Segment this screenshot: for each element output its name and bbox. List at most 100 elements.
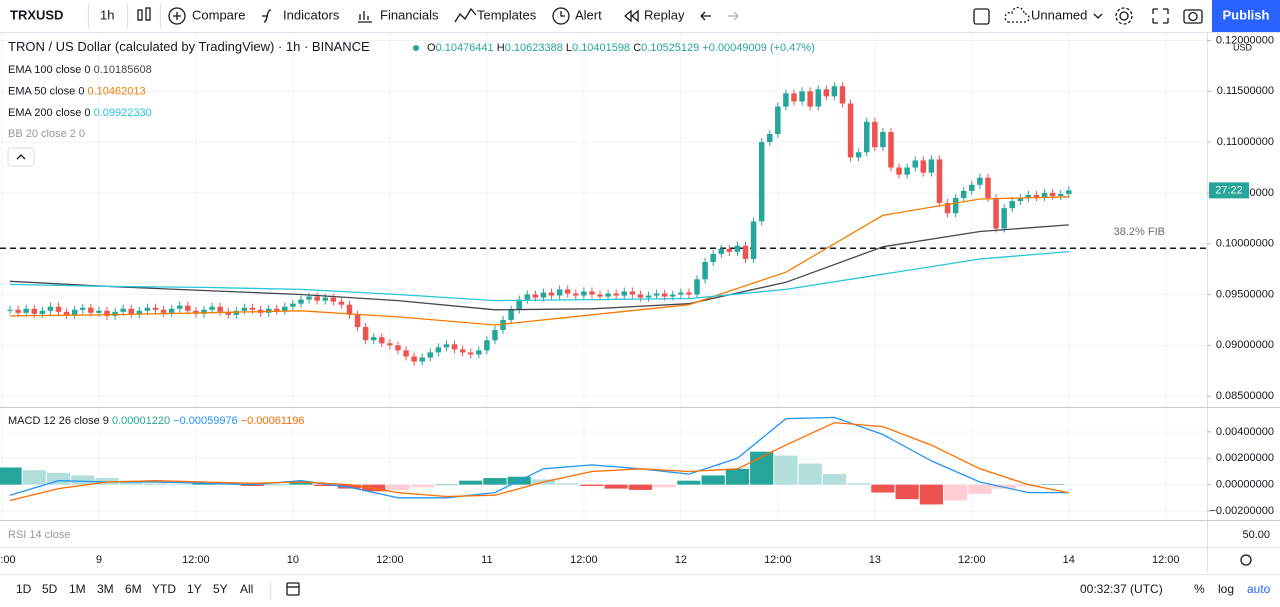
histogram-bar — [143, 483, 168, 485]
rsi-legend: RSI 14 close — [8, 529, 70, 541]
candle — [678, 292, 684, 295]
toolbar-button[interactable]: Replay — [644, 7, 685, 22]
toolbar-button[interactable]: Alert — [575, 7, 602, 22]
candle — [548, 292, 555, 296]
candle — [847, 103, 854, 158]
series-title: TRON / US Dollar (calculated by TradingV… — [8, 39, 370, 54]
candle — [500, 319, 506, 331]
indicator-line — [9, 250, 1069, 302]
candle — [1025, 194, 1032, 199]
candle — [379, 337, 385, 344]
clock: 00:32:37 (UTC) — [1080, 582, 1163, 596]
candle — [338, 301, 345, 305]
candle — [47, 306, 54, 311]
range-button[interactable]: 6M — [125, 582, 142, 596]
candle — [912, 160, 918, 168]
histogram-bar — [240, 484, 265, 486]
candle — [1057, 193, 1064, 196]
candle — [1001, 208, 1007, 229]
candle — [273, 308, 280, 311]
histogram-bar — [216, 484, 240, 486]
macd-value: −0.00061196 — [241, 415, 305, 427]
histogram-bar — [265, 484, 289, 486]
candle — [403, 350, 409, 357]
interval[interactable]: 1h — [100, 7, 114, 22]
scale-option[interactable]: % — [1194, 582, 1205, 596]
y-tick-label: 0.10000000 — [1216, 238, 1274, 250]
candle — [767, 133, 773, 143]
candle — [799, 91, 805, 102]
range-button[interactable]: YTD — [152, 582, 176, 596]
candle — [160, 309, 167, 313]
candle — [726, 248, 733, 252]
toolbar-button[interactable]: Compare — [192, 7, 245, 22]
y-tick-label: 0.08500000 — [1216, 390, 1274, 402]
candle — [710, 253, 716, 263]
candle — [144, 307, 151, 311]
candle — [686, 292, 692, 295]
x-tick-label: 9 — [96, 554, 102, 566]
histogram-bar — [628, 484, 653, 490]
toolbar-button[interactable]: Indicators — [283, 7, 340, 22]
fib-label: 38.2% FIB — [1114, 226, 1165, 238]
range-button[interactable]: 1D — [16, 582, 32, 596]
toolbar-button[interactable]: Templates — [477, 7, 537, 22]
candle — [152, 307, 159, 310]
range-button[interactable]: 5Y — [213, 582, 228, 596]
candle — [7, 309, 13, 311]
candle — [872, 121, 878, 148]
candle — [322, 297, 328, 301]
candle — [1033, 194, 1040, 197]
candle — [362, 327, 369, 341]
publish-label[interactable]: Publish — [1223, 7, 1270, 22]
scale-option[interactable]: log — [1218, 582, 1234, 596]
y-tick-label: 0.00400000 — [1216, 426, 1274, 438]
candle — [209, 306, 215, 310]
candle — [443, 344, 450, 348]
legend-title: TRON / US Dollar (calculated by TradingV… — [8, 39, 370, 54]
x-tick-label: 12:00 — [1152, 554, 1180, 566]
toolbar-button[interactable]: Financials — [380, 7, 439, 22]
range-button[interactable]: 1Y — [187, 582, 202, 596]
candle — [694, 279, 700, 295]
candle — [564, 289, 571, 294]
scale-option[interactable]: auto — [1247, 582, 1271, 596]
candle — [516, 299, 522, 310]
candle — [880, 131, 886, 148]
range-button[interactable]: 1M — [69, 582, 86, 596]
histogram-bar — [1041, 484, 1065, 485]
status-dot — [413, 45, 419, 51]
candle — [104, 310, 110, 316]
histogram-bar — [653, 484, 677, 488]
candle — [241, 307, 248, 311]
candle — [573, 293, 579, 296]
x-tick-label: 12 — [675, 554, 687, 566]
candle — [63, 311, 70, 315]
layout-name[interactable]: Unnamed — [1031, 7, 1087, 22]
candle — [896, 167, 902, 175]
change: +0.00049009 (+0.47%) — [702, 42, 815, 54]
y-tick-label: 0.11500000 — [1217, 85, 1274, 97]
candle — [419, 357, 425, 362]
candle — [508, 309, 514, 320]
candle — [670, 294, 676, 297]
y-tick-label: −0.00200000 — [1209, 505, 1274, 517]
symbol[interactable]: TRXUSD — [10, 7, 63, 22]
histogram-bar — [822, 474, 847, 485]
range-button[interactable]: All — [240, 582, 253, 596]
legend-value: 0.10185608 — [94, 64, 152, 76]
candle — [936, 159, 943, 204]
range-button[interactable]: 5D — [42, 582, 58, 596]
histogram-bar — [0, 467, 22, 485]
publish-button[interactable] — [1212, 0, 1280, 32]
candle — [920, 160, 927, 173]
histogram-bar — [337, 484, 362, 489]
candle — [265, 308, 272, 313]
candle — [775, 106, 781, 134]
candle — [815, 89, 821, 107]
candle — [484, 340, 490, 351]
ohlc-value: 0.10623388 — [505, 42, 563, 54]
toolbar-icons — [7, 4, 1252, 600]
range-button[interactable]: 3M — [97, 582, 114, 596]
candle — [1017, 198, 1024, 202]
